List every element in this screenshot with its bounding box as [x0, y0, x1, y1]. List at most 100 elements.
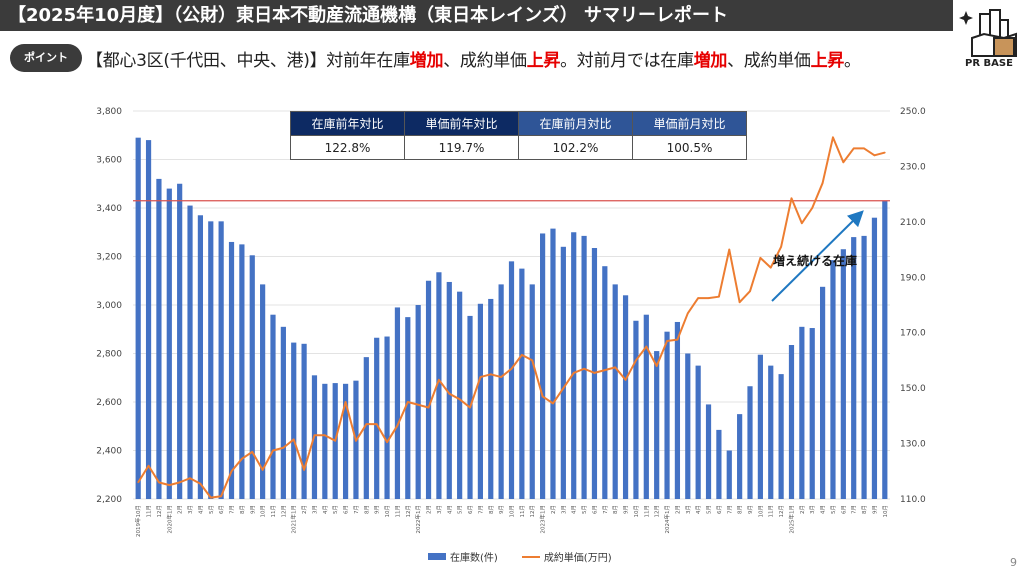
price-point	[261, 469, 264, 471]
price-point	[686, 312, 689, 315]
y-right-tick-label: 150.0	[900, 384, 926, 394]
x-tick-label: 5月	[457, 505, 464, 514]
price-point	[199, 482, 202, 485]
price-point	[241, 458, 243, 460]
point-summary: 【都心3区(千代田、中央、港)】対前年在庫増加、成約単価上昇。対前月では在庫増加…	[86, 46, 861, 71]
price-point	[272, 449, 274, 452]
price-point	[303, 469, 305, 471]
x-tick-label: 12月	[654, 505, 661, 518]
x-tick-label: 8月	[239, 505, 246, 514]
price-point	[178, 481, 181, 484]
bar-inventory	[508, 261, 515, 499]
x-tick-label: 10月	[509, 505, 516, 518]
bar-inventory	[218, 221, 224, 499]
x-tick-label: 4月	[197, 505, 204, 514]
x-tick-label: 7月	[353, 505, 360, 514]
x-tick-label: 8月	[363, 505, 370, 514]
price-point	[220, 495, 222, 498]
price-point	[510, 367, 513, 370]
bar-inventory	[488, 298, 494, 499]
y-right-tick-label: 230.0	[900, 162, 926, 172]
x-tick-label: 2023年1月	[539, 505, 547, 534]
y-right-tick-label: 110.0	[900, 495, 926, 505]
bar-inventory	[643, 314, 649, 499]
price-point	[438, 379, 440, 381]
price-point	[821, 182, 824, 184]
x-tick-label: 10月	[384, 505, 391, 518]
bar-inventory	[768, 365, 774, 499]
x-tick-label: 3月	[311, 505, 318, 514]
bar-inventory	[778, 374, 784, 499]
price-point	[521, 354, 523, 356]
x-tick-label: 2月	[301, 505, 308, 514]
bar-inventory	[166, 188, 172, 499]
point-highlight: 上昇	[526, 51, 561, 71]
x-tick-label: 6月	[467, 505, 474, 514]
trend-arrow-icon	[771, 210, 864, 302]
x-tick-label: 11月	[768, 505, 775, 518]
price-point	[282, 446, 285, 449]
bar-inventory	[861, 235, 867, 499]
price-point	[645, 345, 648, 348]
bar-inventory	[819, 286, 826, 499]
point-text: 、成約単価	[443, 51, 527, 71]
bar-inventory	[830, 260, 836, 499]
x-tick-label: 9月	[623, 505, 630, 514]
bar-inventory	[249, 255, 255, 499]
x-tick-label: 11月	[394, 505, 401, 518]
bar-inventory	[571, 232, 577, 499]
bar-inventory	[685, 353, 691, 499]
bar-inventory	[322, 383, 328, 499]
bar-inventory	[851, 237, 857, 499]
price-point	[334, 440, 337, 442]
price-point	[541, 395, 544, 398]
x-tick-label: 7月	[851, 505, 858, 514]
x-tick-label: 5月	[208, 505, 215, 514]
price-point	[842, 161, 845, 164]
table-header: 単価前月対比	[632, 111, 747, 136]
price-point	[738, 301, 741, 304]
legend-item-inventory: 在庫数(件)	[428, 549, 498, 564]
y-right-tick-label: 130.0	[900, 440, 926, 450]
price-point	[666, 340, 668, 342]
bar-inventory	[581, 235, 587, 499]
price-point	[707, 297, 710, 299]
y-left-tick-label: 3,400	[96, 204, 122, 214]
price-point	[769, 266, 772, 269]
point-highlight: 増加	[409, 51, 444, 71]
y-left-tick-label: 3,200	[96, 253, 122, 263]
bar-inventory	[260, 284, 266, 499]
bar-inventory	[654, 351, 660, 499]
bar-inventory	[280, 326, 286, 499]
price-point	[811, 207, 814, 209]
x-tick-label: 12月	[778, 505, 785, 518]
price-point	[448, 392, 451, 395]
y-left-tick-label: 2,200	[96, 495, 122, 505]
bar-inventory	[560, 246, 566, 499]
point-text: 、成約単価	[727, 51, 811, 71]
bar-inventory	[840, 249, 846, 499]
x-tick-label: 4月	[571, 505, 578, 514]
x-tick-label: 11月	[643, 505, 650, 518]
bar-inventory	[622, 295, 629, 499]
bar-inventory	[612, 284, 618, 499]
price-point	[583, 367, 585, 370]
x-tick-label: 3月	[436, 505, 443, 514]
bar-inventory	[197, 215, 204, 499]
y-right-tick-label: 170.0	[900, 329, 926, 339]
x-tick-label: 4月	[322, 505, 329, 514]
price-point	[355, 440, 357, 442]
x-tick-label: 4月	[446, 505, 453, 514]
x-tick-label: 2月	[550, 505, 557, 514]
price-point	[572, 372, 575, 374]
x-tick-label: 3月	[685, 505, 692, 514]
bar-inventory	[737, 414, 743, 499]
x-tick-label: 8月	[612, 505, 619, 514]
x-tick-label: 11月	[270, 505, 277, 518]
x-tick-label: 12月	[156, 505, 163, 518]
point-text: 【都心3区(千代田、中央、港)】対前年在庫	[86, 51, 410, 71]
price-point	[251, 451, 254, 453]
price-point	[697, 297, 699, 299]
bar-inventory	[208, 221, 214, 499]
x-tick-label: 6月	[840, 505, 847, 514]
